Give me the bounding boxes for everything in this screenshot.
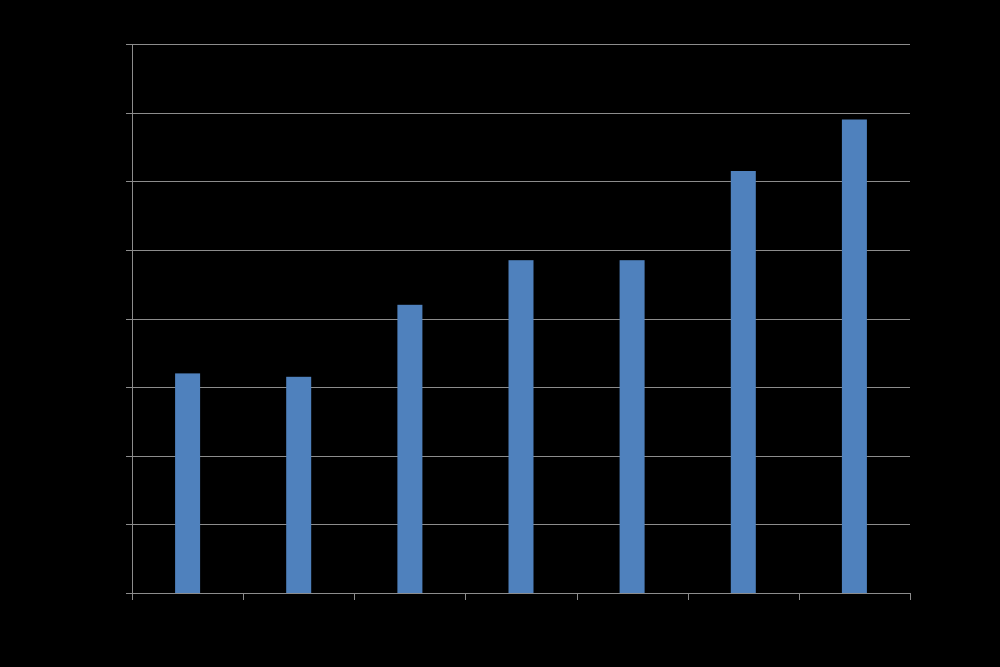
bar-3 xyxy=(397,304,423,593)
bar-series xyxy=(175,119,867,593)
bar-1 xyxy=(175,373,201,593)
axes xyxy=(126,44,911,600)
bar-2 xyxy=(286,376,312,593)
bar-5 xyxy=(619,260,645,593)
bar-4 xyxy=(508,260,534,593)
bar-6 xyxy=(730,171,756,593)
bar-7 xyxy=(841,119,867,593)
